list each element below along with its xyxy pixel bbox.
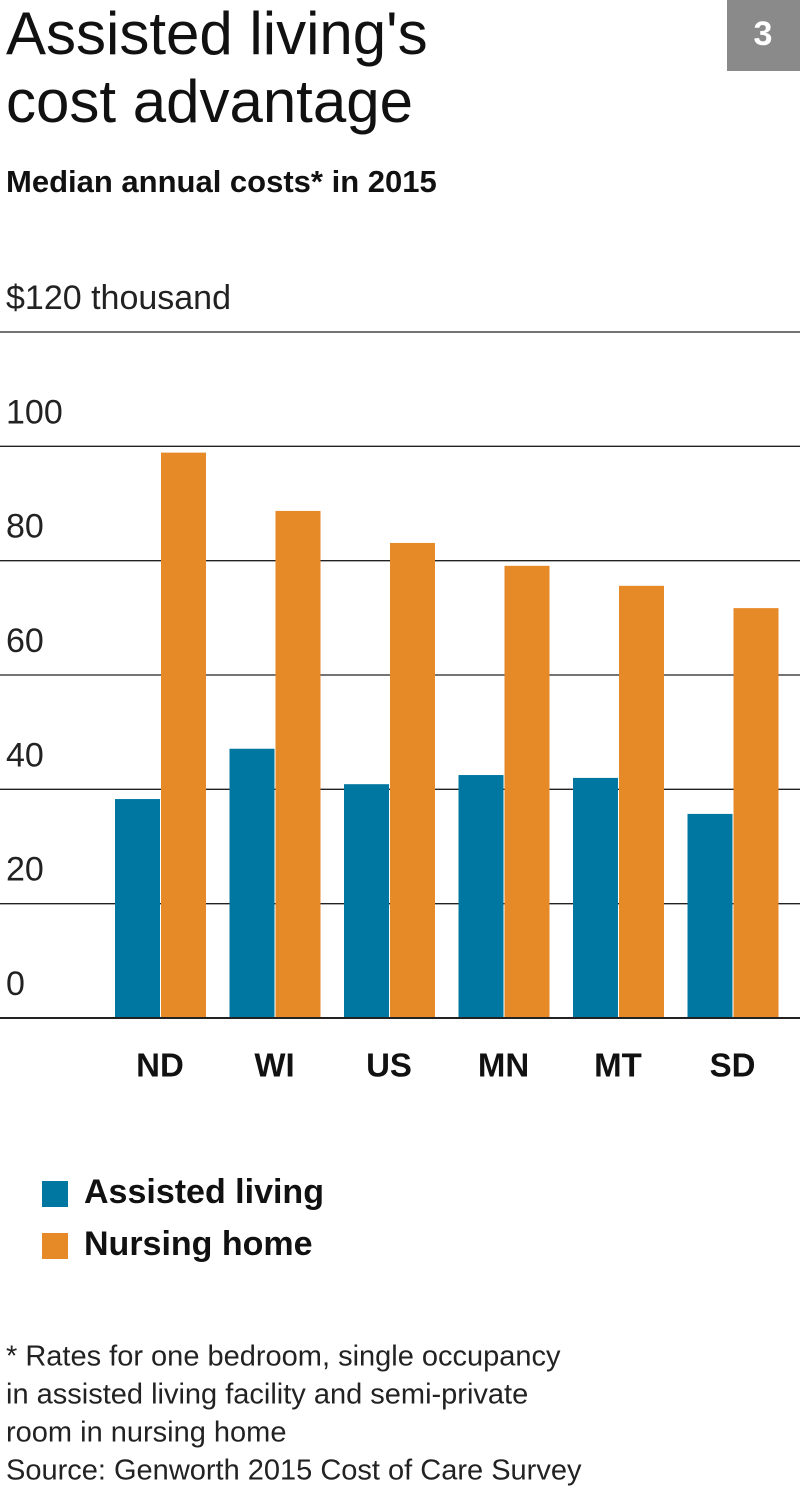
footnote: Source: Genworth 2015 Cost of Care Surve… <box>6 1455 582 1487</box>
legend-label: Assisted living <box>84 1173 324 1211</box>
legend-swatch <box>42 1233 68 1259</box>
badge-box <box>727 0 800 71</box>
bar <box>344 784 389 1018</box>
bar <box>161 452 206 1018</box>
bar <box>733 608 779 1018</box>
chart-subtitle: Median annual costs* in 2015 <box>6 164 437 199</box>
y-tick-label: 20 <box>6 851 44 889</box>
bar <box>229 748 275 1018</box>
bar <box>573 777 618 1018</box>
legend-swatch <box>42 1181 68 1207</box>
chart-title: cost advantage <box>6 68 413 135</box>
badge: 3 <box>754 15 773 53</box>
bar <box>458 775 504 1018</box>
footnote: in assisted living facility and semi-pri… <box>6 1379 528 1411</box>
x-tick-label: SD <box>710 1047 756 1084</box>
x-tick-label: WI <box>254 1047 294 1084</box>
x-tick-label: US <box>366 1047 412 1084</box>
y-tick-label: 40 <box>6 736 44 774</box>
y-tick-label: 80 <box>6 508 44 546</box>
y-tick-label: 60 <box>6 622 44 660</box>
x-tick-label: MT <box>594 1047 642 1084</box>
legend-label: Nursing home <box>84 1225 313 1263</box>
bar <box>275 510 321 1018</box>
bar <box>390 542 435 1018</box>
footnote: * Rates for one bedroom, single occupanc… <box>6 1341 561 1373</box>
y-tick-label: 0 <box>6 965 25 1003</box>
bar <box>619 585 664 1018</box>
y-tick-label: $120 thousand <box>6 279 231 317</box>
chart-title: Assisted living's <box>6 0 428 67</box>
y-tick-label: 100 <box>6 393 63 431</box>
bar <box>115 799 160 1018</box>
bar <box>504 565 550 1018</box>
footnote: room in nursing home <box>6 1417 286 1449</box>
x-tick-label: ND <box>136 1047 184 1084</box>
bar <box>687 813 733 1018</box>
x-tick-label: MN <box>478 1047 529 1084</box>
